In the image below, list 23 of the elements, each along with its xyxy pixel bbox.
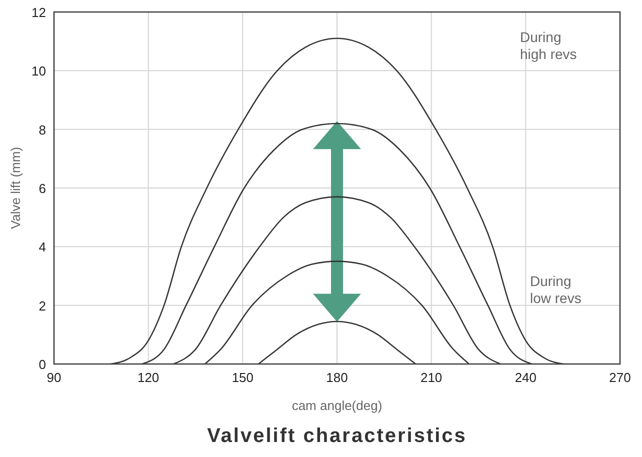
- annotation: During high revs: [520, 29, 577, 62]
- y-axis-title: Valve lift (mm): [8, 146, 23, 230]
- line-series: [204, 260, 470, 365]
- y-tick-label: 0: [38, 357, 46, 372]
- line-series: [258, 320, 416, 365]
- x-tick-label: 90: [46, 370, 62, 385]
- x-tick-label: 120: [137, 370, 160, 385]
- x-tick-label: 270: [609, 370, 631, 385]
- y-tick-label: 10: [32, 64, 46, 79]
- annotation: During low revs: [530, 273, 582, 306]
- y-tick-label: 6: [38, 181, 46, 196]
- x-tick-label: 150: [232, 370, 254, 385]
- x-tick-label: 240: [514, 370, 537, 385]
- y-tick-label: 2: [38, 298, 46, 314]
- line-series: [141, 122, 533, 365]
- y-tick-label: 4: [38, 240, 46, 255]
- x-tick-label: 180: [326, 370, 348, 385]
- x-tick-label: 210: [420, 370, 442, 385]
- line-series: [172, 196, 502, 365]
- text: Valvelift characteristics: [207, 425, 467, 447]
- y-tick-label: 12: [32, 5, 46, 20]
- x-axis-title: cam angle(deg): [292, 398, 382, 413]
- y-tick-label: 8: [38, 122, 46, 138]
